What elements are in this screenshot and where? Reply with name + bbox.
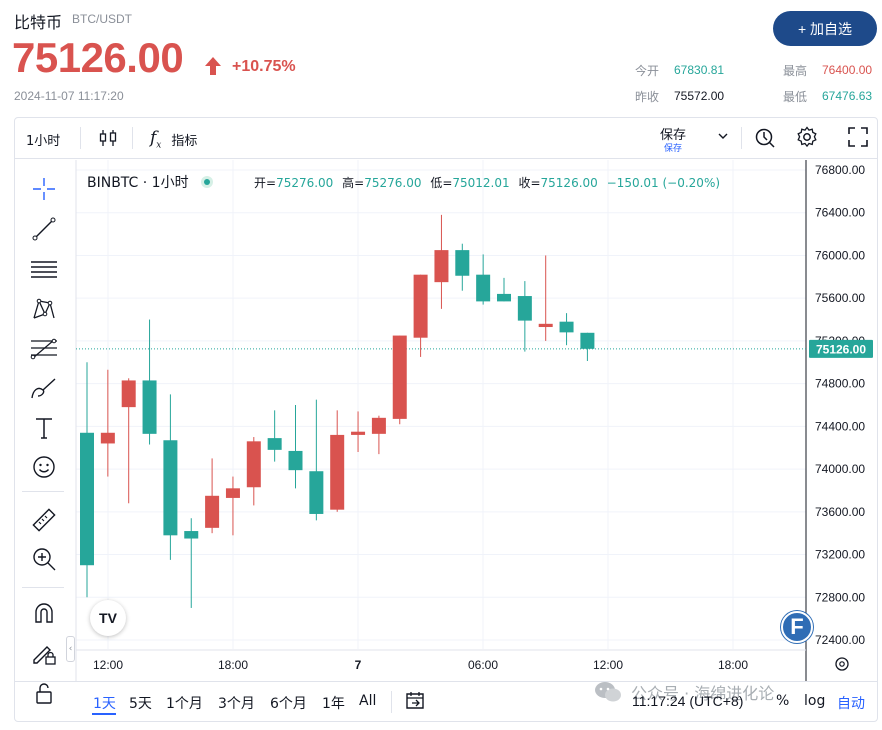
range-1d[interactable]: 1天: [93, 696, 116, 712]
ruler-icon[interactable]: [30, 507, 58, 533]
high-label: 最高: [783, 64, 808, 78]
indicators-label: 指标: [171, 133, 198, 149]
range-1y[interactable]: 1年: [322, 696, 345, 712]
toolbar-separator: [80, 127, 81, 149]
candles-icon[interactable]: [99, 128, 117, 148]
symbol-label: BINBTC · 1小时: [87, 175, 189, 191]
save-sublabel: 保存: [664, 144, 683, 154]
clock-readout: 11:17:24 (UTC+8): [632, 693, 744, 709]
trendline-icon[interactable]: [30, 216, 58, 242]
zoom-in-icon[interactable]: [30, 546, 58, 572]
wechat-icon: [595, 682, 621, 702]
ohlc-readout: 开=75276.00 高=75276.00 低=75012.01 收=75126…: [254, 174, 725, 191]
log-toggle[interactable]: log: [804, 693, 826, 709]
prev-close-value: 75572.00: [674, 89, 725, 103]
add-watchlist-button[interactable]: + 加自选: [773, 11, 877, 46]
market-status-dot: [200, 176, 213, 188]
toolbar-separator: [132, 127, 133, 149]
save-button[interactable]: 保存 保存: [660, 124, 686, 154]
save-label: 保存: [660, 128, 687, 143]
text-icon[interactable]: [30, 415, 58, 441]
pattern-icon[interactable]: [30, 296, 58, 322]
up-arrow-icon: [205, 57, 221, 75]
range-6m[interactable]: 6个月: [270, 696, 307, 712]
close-value: 75126.00: [540, 176, 598, 190]
low-value: 67476.63: [822, 89, 873, 103]
open-value: 67830.81: [674, 63, 725, 77]
auto-toggle[interactable]: 自动: [837, 696, 865, 712]
percent-toggle[interactable]: %: [776, 693, 790, 709]
range-5d[interactable]: 5天: [129, 696, 152, 712]
low-label: 最低: [783, 90, 808, 104]
goto-date-icon[interactable]: [404, 690, 426, 716]
toolbar-divider: [15, 158, 877, 159]
tradingview-logo: TV: [90, 600, 126, 636]
close-label: 收=: [518, 176, 541, 190]
chart-legend: BINBTC · 1小时: [87, 172, 225, 192]
collapse-toolbar-handle[interactable]: ‹: [66, 636, 75, 662]
gear-icon[interactable]: [796, 126, 818, 148]
pencil-lock-icon[interactable]: [30, 640, 58, 666]
fullscreen-icon[interactable]: [848, 127, 868, 147]
range-separator: [391, 691, 392, 713]
indicators-button[interactable]: fx 指标: [150, 128, 197, 150]
range-3m[interactable]: 3个月: [218, 696, 255, 712]
f-logo: F: [781, 611, 813, 643]
magnet-icon[interactable]: [30, 600, 58, 626]
change-percent: +10.75%: [232, 58, 296, 75]
emoji-icon[interactable]: [30, 454, 58, 480]
bottom-divider: [15, 681, 877, 682]
change-value: −150.01 (−0.20%): [606, 176, 721, 190]
high-label: 高=: [342, 176, 365, 190]
asset-name: 比特币: [14, 13, 63, 32]
prev-close-label: 昨收: [635, 90, 660, 104]
open-label: 今开: [635, 64, 660, 78]
low-label: 低=: [430, 176, 453, 190]
quote-timestamp: 2024-11-07 11:17:20: [14, 89, 124, 103]
pair-label: BTC/USDT: [72, 12, 132, 26]
fx-icon: fx: [150, 128, 162, 151]
tool-separator: [22, 587, 64, 588]
tool-separator: [22, 491, 64, 492]
watermark-text: 公众号 · 海绵进化论: [631, 684, 775, 703]
high-value: 75276.00: [364, 176, 422, 190]
open-value: 75276.00: [276, 176, 334, 190]
chart-frame: [14, 117, 878, 722]
crosshair-icon[interactable]: [30, 176, 58, 202]
interval-selector[interactable]: 1小时: [26, 134, 61, 149]
open-label: 开=: [254, 176, 277, 190]
range-all[interactable]: All: [359, 693, 377, 709]
toolbar-separator: [741, 127, 742, 149]
alert-clock-icon[interactable]: [754, 126, 776, 148]
chevron-down-icon[interactable]: [717, 131, 729, 141]
fib-icon[interactable]: [30, 336, 58, 362]
range-active-indicator: [92, 713, 116, 715]
current-price: 75126.00: [12, 34, 184, 81]
horizontal-lines-icon[interactable]: [30, 256, 58, 282]
range-1m[interactable]: 1个月: [166, 696, 203, 712]
lock-icon[interactable]: [30, 680, 58, 706]
high-value: 76400.00: [822, 63, 873, 77]
watermark: 公众号 · 海绵进化论: [593, 680, 774, 704]
low-value: 75012.01: [452, 176, 510, 190]
brush-icon[interactable]: [30, 376, 58, 402]
